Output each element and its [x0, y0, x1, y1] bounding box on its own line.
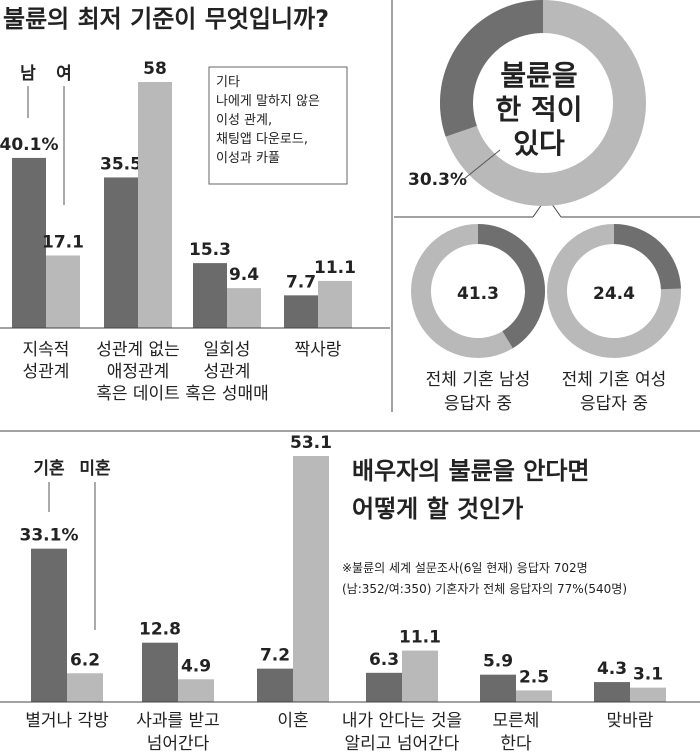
category-label-line: 이혼	[277, 711, 308, 731]
category-label-line: 알리고 넘어간다	[345, 734, 460, 754]
chart-title-line: 어떻게 할 것인가	[352, 495, 523, 523]
legend-male: 남	[20, 64, 36, 84]
legend-single: 미혼	[79, 458, 111, 479]
category-label-line: 모른체	[493, 711, 540, 731]
category-label-line: 짝사랑	[295, 340, 342, 360]
bar-single	[516, 690, 552, 702]
category-label-line: 지속적	[23, 340, 70, 360]
data-label: 6.2	[70, 650, 100, 670]
donut-small-label: 41.3	[457, 284, 499, 304]
donut-main-leader	[463, 149, 501, 180]
data-label: 9.4	[229, 265, 259, 285]
bar-married	[366, 672, 402, 702]
data-label: 35.5	[100, 154, 142, 174]
data-label: 7.7	[286, 272, 316, 292]
bar-married	[257, 668, 293, 702]
data-label: 5.9	[483, 652, 513, 672]
bar-single	[67, 673, 103, 702]
annotation-text-line: 이성과 카풀	[216, 151, 280, 166]
data-label: 53.1	[290, 433, 332, 453]
donut-small-label: 24.4	[593, 284, 635, 304]
category-label-line: 일회성	[204, 340, 251, 360]
data-label: 2.5	[519, 667, 549, 687]
category-label-line: 사과를 받고	[136, 711, 220, 731]
donut-small-0-slice	[478, 224, 545, 349]
annotation-text-line: 나에게 말하지 않은	[216, 94, 320, 109]
survey-note-line: (남:352/여:350) 기혼자가 전체 응답자의 77%(540명)	[342, 582, 627, 596]
annotation-text-line: 채팅앱 다운로드,	[216, 132, 308, 147]
data-label: 4.9	[181, 656, 211, 676]
data-label: 6.3	[369, 650, 399, 670]
donut-caption-line: 전체 기혼 남성	[426, 370, 531, 390]
donut-caption-line: 응답자 중	[444, 394, 512, 414]
donut-title-line: 한 적이	[495, 93, 582, 126]
category-label-line: 애정관계	[107, 362, 170, 382]
bar-single	[178, 679, 214, 702]
bar-single	[293, 456, 329, 702]
bar-married	[31, 548, 67, 702]
data-label: 58	[143, 59, 167, 79]
bar-male	[284, 295, 318, 328]
legend-female: 여	[56, 64, 72, 84]
category-label-line: 한다	[500, 734, 532, 754]
annotation-text-line: 이성 관계,	[216, 113, 272, 128]
category-label-line: 성관계	[204, 362, 251, 382]
annotation-box	[208, 66, 348, 185]
bar-male	[12, 157, 46, 328]
category-label-line: 내가 안다는 것을	[342, 711, 462, 731]
data-label: 15.3	[189, 240, 231, 260]
donut-title-line: 불륜을	[500, 59, 577, 92]
category-label-line: 맞바람	[607, 711, 654, 731]
category-label-line: 별거나 각방	[25, 711, 109, 731]
bar-single	[630, 687, 666, 702]
bar-married	[142, 642, 178, 702]
data-label: 7.2	[260, 646, 290, 666]
donut-main-label: 30.3%	[408, 170, 467, 190]
donut-caption-line: 전체 기혼 여성	[562, 370, 667, 390]
bar-married	[594, 682, 630, 702]
data-label: 40.1%	[0, 135, 58, 155]
category-label-line: 혹은 성매매	[185, 384, 269, 404]
category-label-line: 성관계 없는	[96, 340, 180, 360]
donut-small-1-slice	[614, 223, 681, 290]
data-label: 11.1	[314, 258, 356, 278]
survey-note-line: ※불륜의 세계 설문조사(6일 현재) 응답자 702명	[342, 561, 588, 575]
data-label: 11.1	[399, 628, 441, 648]
data-label: 12.8	[139, 620, 181, 640]
bar-male	[104, 177, 138, 328]
category-label-line: 혹은 데이트	[96, 384, 180, 404]
bar-single	[402, 650, 438, 702]
bar-female	[318, 280, 352, 328]
bar-female	[138, 82, 172, 328]
donut-caption-line: 응답자 중	[580, 394, 648, 414]
bar-married	[480, 674, 516, 702]
donut-title-line: 있다	[513, 127, 565, 160]
data-label: 3.1	[633, 665, 663, 685]
data-label: 4.3	[597, 659, 627, 679]
annotation-text-line: 기타	[216, 75, 240, 90]
bar-female	[227, 288, 261, 328]
category-label-line: 성관계	[23, 362, 70, 382]
chart-title: 불륜의 최저 기준이 무엇입니까?	[3, 5, 329, 33]
data-label: 17.1	[42, 232, 84, 252]
chart-title-line: 배우자의 불륜을 안다면	[352, 457, 590, 485]
data-label: 33.1%	[20, 526, 79, 546]
bar-male	[193, 263, 227, 328]
legend-married: 기혼	[33, 458, 65, 479]
category-label-line: 넘어간다	[147, 734, 210, 754]
bar-female	[46, 255, 80, 328]
donut-main-slice	[440, 0, 543, 137]
